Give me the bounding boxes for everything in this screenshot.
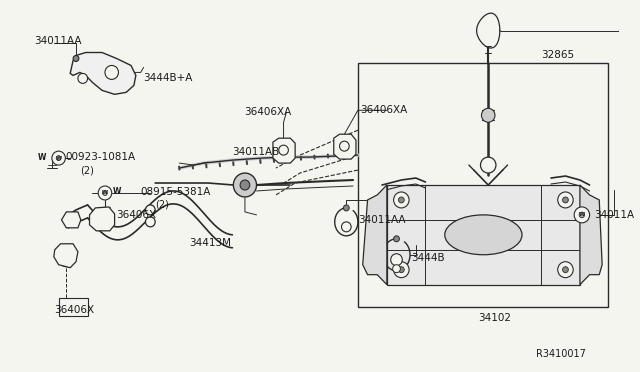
- Circle shape: [574, 207, 589, 223]
- Polygon shape: [580, 185, 602, 285]
- Ellipse shape: [445, 215, 522, 255]
- Polygon shape: [54, 244, 78, 268]
- Circle shape: [145, 205, 155, 215]
- Bar: [358, 64, 608, 307]
- Polygon shape: [273, 138, 295, 163]
- Circle shape: [481, 108, 495, 122]
- Circle shape: [390, 254, 403, 266]
- Text: 34011AB: 34011AB: [232, 147, 280, 157]
- Text: W: W: [113, 187, 121, 196]
- Text: 34102: 34102: [479, 312, 511, 323]
- Circle shape: [73, 55, 79, 61]
- Text: 36406XA: 36406XA: [244, 107, 291, 117]
- Circle shape: [481, 157, 496, 173]
- Text: W: W: [102, 190, 108, 195]
- Text: 34413M: 34413M: [189, 238, 231, 248]
- Bar: [387, 185, 580, 285]
- Circle shape: [394, 262, 409, 278]
- Text: W: W: [37, 153, 45, 161]
- Text: 36406X: 36406X: [116, 210, 157, 220]
- Circle shape: [60, 253, 73, 267]
- Circle shape: [340, 141, 349, 151]
- Text: 36406XA: 36406XA: [360, 105, 407, 115]
- Text: (2): (2): [155, 200, 169, 210]
- Text: 3444B: 3444B: [411, 253, 445, 263]
- Text: 08915-5381A: 08915-5381A: [141, 187, 211, 197]
- Circle shape: [394, 192, 409, 208]
- Circle shape: [399, 267, 404, 273]
- Polygon shape: [334, 134, 356, 159]
- Circle shape: [394, 236, 399, 242]
- Circle shape: [344, 205, 349, 211]
- Bar: [59, 298, 88, 315]
- Circle shape: [399, 197, 404, 203]
- Circle shape: [557, 192, 573, 208]
- Circle shape: [105, 65, 118, 79]
- Circle shape: [563, 197, 568, 203]
- Text: 36406X: 36406X: [54, 305, 94, 315]
- Circle shape: [557, 262, 573, 278]
- Polygon shape: [90, 207, 115, 231]
- Polygon shape: [70, 52, 136, 94]
- Polygon shape: [363, 185, 387, 285]
- Circle shape: [393, 265, 401, 273]
- Text: 3444B+A: 3444B+A: [143, 73, 193, 83]
- Circle shape: [56, 155, 61, 161]
- Circle shape: [102, 190, 108, 195]
- Circle shape: [52, 151, 65, 165]
- Circle shape: [145, 217, 155, 227]
- Text: 34011A: 34011A: [595, 210, 634, 220]
- Text: 34011AA: 34011AA: [35, 36, 82, 45]
- Circle shape: [234, 173, 257, 197]
- Text: 32865: 32865: [541, 51, 575, 61]
- Text: W: W: [579, 212, 585, 217]
- Text: R3410017: R3410017: [536, 349, 586, 359]
- Text: (2): (2): [80, 165, 93, 175]
- Circle shape: [563, 267, 568, 273]
- Circle shape: [279, 145, 289, 155]
- Circle shape: [98, 186, 112, 200]
- Text: 00923-1081A: 00923-1081A: [65, 152, 136, 162]
- Circle shape: [65, 214, 77, 226]
- Text: 34011AA: 34011AA: [358, 215, 405, 225]
- Text: W: W: [56, 155, 61, 161]
- Circle shape: [342, 222, 351, 232]
- Circle shape: [78, 73, 88, 83]
- Circle shape: [240, 180, 250, 190]
- Polygon shape: [61, 212, 81, 228]
- Circle shape: [579, 212, 584, 218]
- Circle shape: [97, 214, 107, 224]
